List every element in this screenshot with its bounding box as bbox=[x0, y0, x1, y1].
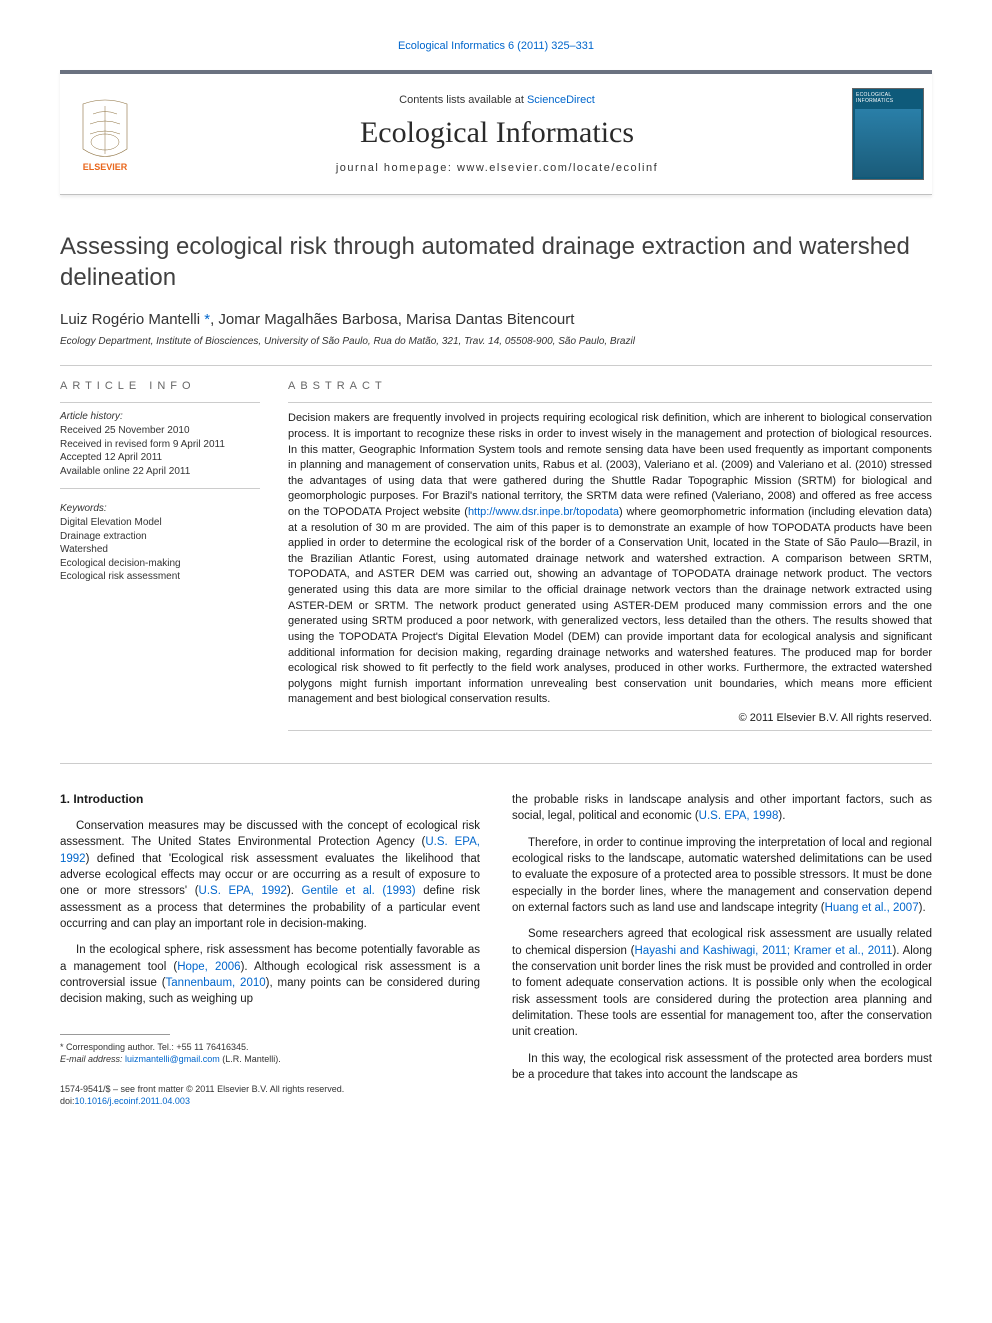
t: ). bbox=[287, 885, 302, 897]
history-item: Available online 22 April 2011 bbox=[60, 465, 260, 479]
citation-link[interactable]: Hayashi and Kashiwagi, 2011; Kramer et a… bbox=[635, 945, 893, 957]
body-columns: 1. Introduction Conservation measures ma… bbox=[60, 792, 932, 1107]
contents-pre: Contents lists available at bbox=[399, 94, 527, 106]
citation-link[interactable]: Tannenbaum, 2010 bbox=[166, 977, 266, 989]
doi-link[interactable]: 10.1016/j.ecoinf.2011.04.003 bbox=[75, 1096, 190, 1106]
body-para: In the ecological sphere, risk assessmen… bbox=[60, 942, 480, 1007]
sciencedirect-link[interactable]: ScienceDirect bbox=[527, 94, 595, 106]
citation-header: Ecological Informatics 6 (2011) 325–331 bbox=[60, 40, 932, 52]
issn-line: 1574-9541/$ – see front matter © 2011 El… bbox=[60, 1083, 480, 1095]
contents-list-line: Contents lists available at ScienceDirec… bbox=[158, 94, 836, 106]
history-item: Received in revised form 9 April 2011 bbox=[60, 438, 260, 452]
citation-link[interactable]: U.S. EPA, 1998 bbox=[699, 810, 779, 822]
keyword: Ecological risk assessment bbox=[60, 570, 260, 584]
journal-header-bar: ELSEVIER Contents lists available at Sci… bbox=[60, 70, 932, 195]
mid-divider bbox=[60, 763, 932, 764]
citation-link[interactable]: Hope, 2006 bbox=[177, 961, 240, 973]
journal-title: Ecological Informatics bbox=[158, 116, 836, 150]
keywords-label: Keywords: bbox=[60, 503, 260, 514]
left-column: 1. Introduction Conservation measures ma… bbox=[60, 792, 480, 1107]
abstract-column: abstract Decision makers are frequently … bbox=[288, 380, 932, 731]
keyword: Drainage extraction bbox=[60, 530, 260, 544]
abs-hr bbox=[288, 402, 932, 403]
doi-label: doi: bbox=[60, 1096, 75, 1106]
elsevier-logo-cell: ELSEVIER bbox=[68, 94, 142, 174]
corr-author-footnote: * Corresponding author. Tel.: +55 11 764… bbox=[60, 1041, 480, 1053]
svg-text:ELSEVIER: ELSEVIER bbox=[83, 162, 128, 172]
body-para: In this way, the ecological risk assessm… bbox=[512, 1051, 932, 1084]
paper-title: Assessing ecological risk through automa… bbox=[60, 231, 932, 293]
top-divider bbox=[60, 365, 932, 366]
doi-line: doi:10.1016/j.ecoinf.2011.04.003 bbox=[60, 1095, 480, 1107]
body-para: the probable risks in landscape analysis… bbox=[512, 792, 932, 825]
body-para: Some researchers agreed that ecological … bbox=[512, 926, 932, 1040]
header-center: Contents lists available at ScienceDirec… bbox=[142, 94, 852, 174]
history-item: Accepted 12 April 2011 bbox=[60, 451, 260, 465]
history-item: Received 25 November 2010 bbox=[60, 424, 260, 438]
body-para: Conservation measures may be discussed w… bbox=[60, 818, 480, 932]
citation-link[interactable]: Gentile et al. (1993) bbox=[302, 885, 416, 897]
affiliation: Ecology Department, Institute of Bioscie… bbox=[60, 336, 932, 347]
citation-link[interactable]: Ecological Informatics 6 (2011) 325–331 bbox=[398, 40, 594, 52]
abstract-copyright: © 2011 Elsevier B.V. All rights reserved… bbox=[288, 712, 932, 724]
authors-rest: , Jomar Magalhães Barbosa, Marisa Dantas… bbox=[210, 311, 574, 328]
t: Conservation measures may be discussed w… bbox=[60, 820, 480, 848]
abs-bottom-hr bbox=[288, 730, 932, 731]
info-hr bbox=[60, 402, 260, 403]
info-abstract-row: article info Article history: Received 2… bbox=[60, 380, 932, 731]
email-footnote: E-mail address: luizmantelli@gmail.com (… bbox=[60, 1053, 480, 1065]
t: ). bbox=[919, 902, 926, 914]
body-para: Therefore, in order to continue improvin… bbox=[512, 835, 932, 917]
abstract-head: abstract bbox=[288, 380, 932, 392]
t: ). bbox=[778, 810, 785, 822]
page-footer: 1574-9541/$ – see front matter © 2011 El… bbox=[60, 1083, 480, 1107]
intro-heading: 1. Introduction bbox=[60, 792, 480, 806]
history-label: Article history: bbox=[60, 411, 260, 422]
cover-art bbox=[855, 109, 921, 177]
email-link[interactable]: luizmantelli@gmail.com bbox=[125, 1054, 220, 1064]
info-hr-2 bbox=[60, 488, 260, 489]
email-label: E-mail address: bbox=[60, 1054, 125, 1064]
abs-pre: Decision makers are frequently involved … bbox=[288, 412, 932, 518]
citation-link[interactable]: Huang et al., 2007 bbox=[825, 902, 919, 914]
citation-link[interactable]: U.S. EPA, 1992 bbox=[199, 885, 287, 897]
keyword: Watershed bbox=[60, 543, 260, 557]
right-column: the probable risks in landscape analysis… bbox=[512, 792, 932, 1107]
t: In this way, the ecological risk assessm… bbox=[512, 1053, 932, 1081]
abs-post: ) where geomorphometric information (inc… bbox=[288, 506, 932, 705]
keyword: Digital Elevation Model bbox=[60, 516, 260, 530]
journal-cover-thumb: ECOLOGICAL INFORMATICS bbox=[852, 88, 924, 180]
topodata-link[interactable]: http://www.dsr.inpe.br/topodata bbox=[468, 506, 619, 518]
journal-homepage: journal homepage: www.elsevier.com/locat… bbox=[158, 162, 836, 174]
cover-label: ECOLOGICAL INFORMATICS bbox=[853, 89, 923, 107]
authors-line: Luiz Rogério Mantelli *, Jomar Magalhães… bbox=[60, 311, 932, 328]
author-1: Luiz Rogério Mantelli bbox=[60, 311, 204, 328]
abstract-text: Decision makers are frequently involved … bbox=[288, 411, 932, 708]
keyword: Ecological decision-making bbox=[60, 557, 260, 571]
article-info-head: article info bbox=[60, 380, 260, 392]
t: ). Along the conservation unit border li… bbox=[512, 945, 932, 1039]
email-suffix: (L.R. Mantelli). bbox=[220, 1054, 281, 1064]
article-info-column: article info Article history: Received 2… bbox=[60, 380, 260, 731]
elsevier-logo-icon: ELSEVIER bbox=[68, 94, 142, 174]
footnote-rule bbox=[60, 1034, 170, 1035]
